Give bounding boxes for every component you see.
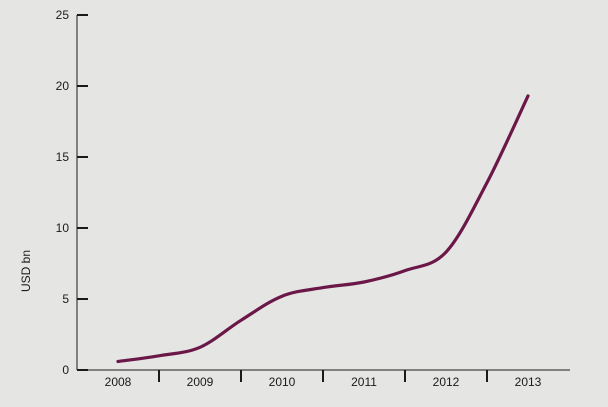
x-tick-label: 2009 — [187, 375, 214, 389]
x-tick-label: 2013 — [515, 375, 542, 389]
y-tick-label: 10 — [56, 221, 70, 235]
y-tick-label: 20 — [56, 79, 70, 93]
x-tick-label: 2008 — [105, 375, 132, 389]
y-tick-label: 15 — [56, 150, 70, 164]
y-axis-title: USD bn — [19, 250, 33, 292]
x-tick-label: 2011 — [351, 375, 377, 389]
y-tick-label: 0 — [62, 363, 69, 377]
x-tick-label: 2012 — [433, 375, 460, 389]
x-tick-label: 2010 — [269, 375, 296, 389]
x-axis: 2008 2009 2010 2011 2012 2013 — [77, 369, 570, 389]
y-tick-label: 25 — [56, 8, 70, 22]
y-tick-label: 5 — [62, 292, 69, 306]
y-axis: 0 5 10 15 20 25 — [56, 8, 88, 377]
series-line — [116, 94, 530, 364]
